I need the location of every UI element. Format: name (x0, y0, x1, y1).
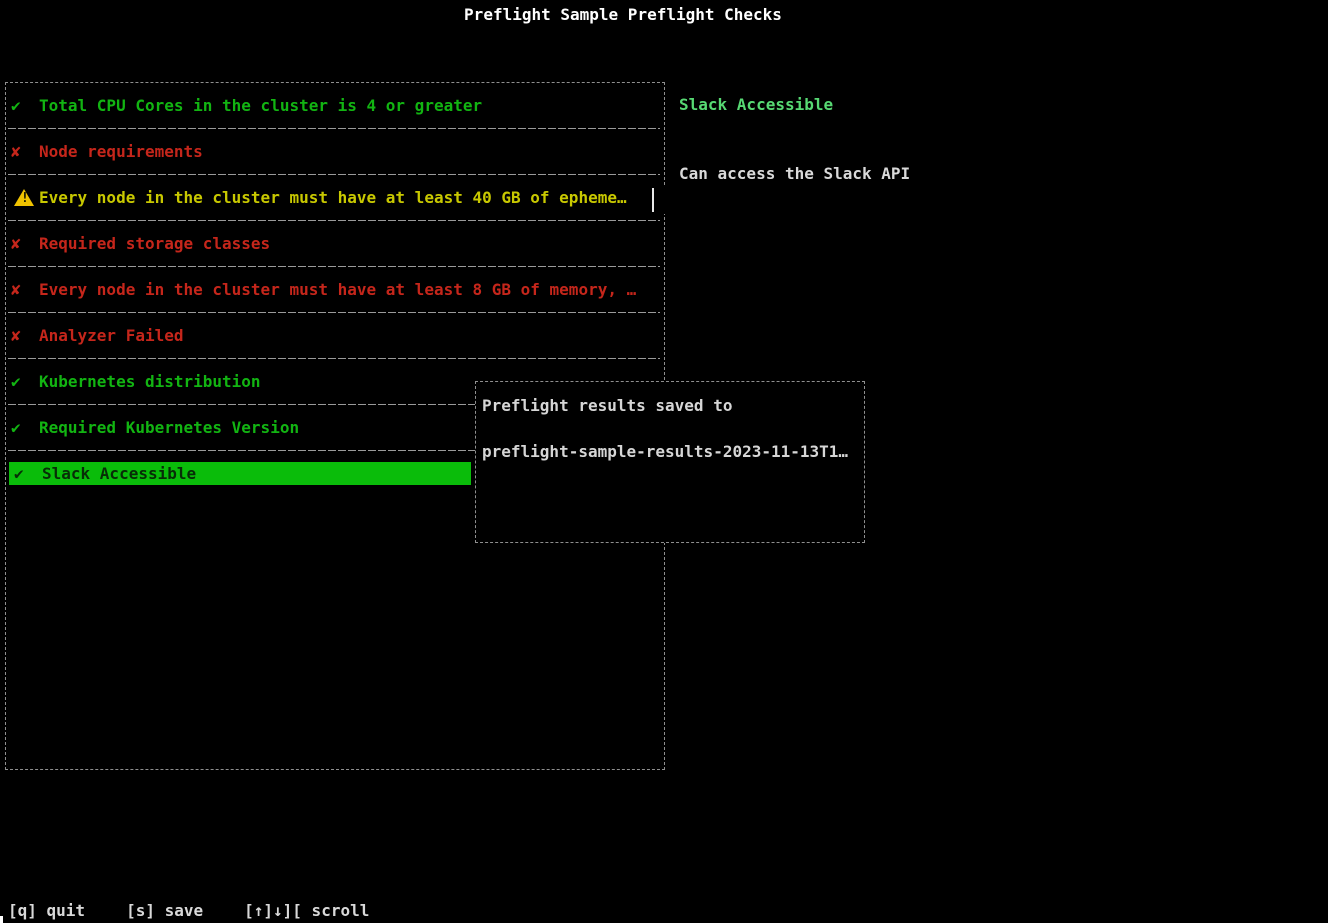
check-icon: ✔ (11, 418, 21, 437)
check-icon: ✔ (11, 372, 21, 391)
check-label: Analyzer Failed (39, 326, 184, 345)
check-row-k8s-distribution[interactable]: ✔ Kubernetes distribution (6, 370, 664, 393)
detail-body: Can access the Slack API (679, 164, 911, 183)
check-row-storage-classes[interactable]: ✘ Required storage classes (6, 232, 664, 255)
warning-icon (11, 186, 35, 209)
row-divider (8, 358, 660, 359)
check-label: Required storage classes (39, 234, 271, 253)
row-divider (8, 266, 660, 267)
check-icon: ✔ (14, 464, 24, 483)
check-row-slack-accessible-selected[interactable]: ✔ Slack Accessible (9, 462, 471, 485)
check-row-memory[interactable]: ✘ Every node in the cluster must have at… (6, 278, 664, 301)
check-label: Kubernetes distribution (39, 372, 261, 391)
check-icon: ✔ (11, 96, 21, 115)
row-divider (8, 128, 660, 129)
scroll-key-hint[interactable]: [↑]↓][ scroll (244, 901, 370, 920)
check-label: Every node in the cluster must have at l… (39, 188, 627, 207)
panel-border-gap (660, 186, 670, 214)
check-row-node-requirements[interactable]: ✘ Node requirements (6, 140, 664, 163)
check-row-k8s-version[interactable]: ✔ Required Kubernetes Version (6, 416, 664, 439)
check-label: Required Kubernetes Version (39, 418, 300, 437)
check-label: Every node in the cluster must have at l… (39, 280, 637, 299)
row-divider (8, 404, 660, 405)
check-row-total-cpu[interactable]: ✔ Total CPU Cores in the cluster is 4 or… (6, 94, 664, 117)
modal-filename: preflight-sample-results-2023-11-13T1… (482, 442, 849, 461)
save-key-hint[interactable]: [s] save (126, 901, 204, 920)
quit-key-hint[interactable]: [q] quit (8, 901, 86, 920)
footer-keybar: [q] quit [s] save [↑]↓][ scroll (8, 899, 369, 922)
check-row-ephemeral-storage[interactable]: Every node in the cluster must have at l… (6, 186, 664, 209)
check-label: Slack Accessible (42, 464, 197, 483)
x-icon: ✘ (11, 280, 21, 299)
x-icon: ✘ (11, 142, 21, 161)
save-results-modal: Preflight results saved to preflight-sam… (475, 381, 865, 543)
x-icon: ✘ (11, 326, 21, 345)
page-title: Preflight Sample Preflight Checks (464, 5, 782, 24)
row-divider (8, 450, 660, 451)
row-divider (8, 220, 660, 221)
check-label: Total CPU Cores in the cluster is 4 or g… (39, 96, 483, 115)
x-icon: ✘ (11, 234, 21, 253)
modal-message: Preflight results saved to (482, 396, 733, 415)
row-divider (8, 312, 660, 313)
row-divider (8, 174, 660, 175)
detail-title: Slack Accessible (679, 95, 834, 114)
terminal-cursor (0, 916, 3, 923)
check-row-analyzer-failed[interactable]: ✘ Analyzer Failed (6, 324, 664, 347)
check-label: Node requirements (39, 142, 203, 161)
text-cursor (652, 188, 654, 212)
